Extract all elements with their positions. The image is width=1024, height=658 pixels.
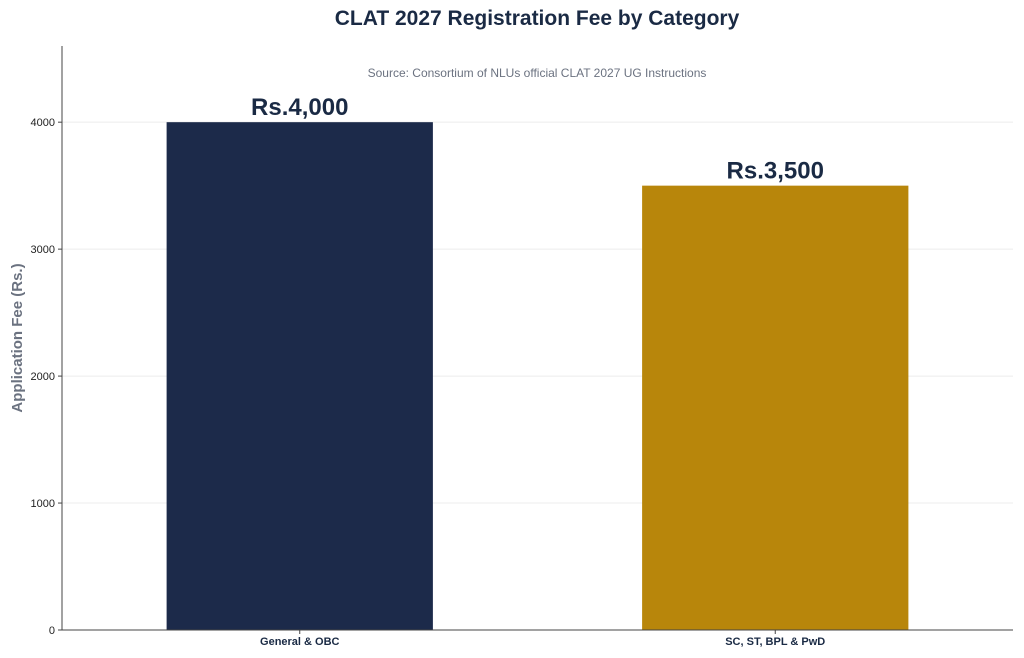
bars [166,122,909,631]
bar [166,122,433,630]
data-labels: Rs.4,000 Rs.3,500 [251,94,824,184]
y-tick-label: 3000 [31,244,55,256]
y-tick-label: 0 [49,625,55,637]
y-axis-ticks: 0 1000 2000 3000 4000 [31,117,62,637]
y-tick-label: 2000 [31,371,55,383]
x-tick-label: General & OBC [260,636,340,648]
y-tick-label: 4000 [31,117,55,129]
y-axis-label: Application Fee (Rs.) [9,263,26,412]
chart-subtitle: Source: Consortium of NLUs official CLAT… [368,66,707,80]
x-tick-label: SC, ST, BPL & PwD [725,636,825,648]
chart-title: CLAT 2027 Registration Fee by Category [335,7,740,30]
bar [642,185,909,631]
bar-value-label: Rs.3,500 [727,158,824,185]
bar-value-label: Rs.4,000 [251,94,348,121]
x-axis-ticks: General & OBC SC, ST, BPL & PwD [260,630,825,648]
y-tick-label: 1000 [31,498,55,510]
